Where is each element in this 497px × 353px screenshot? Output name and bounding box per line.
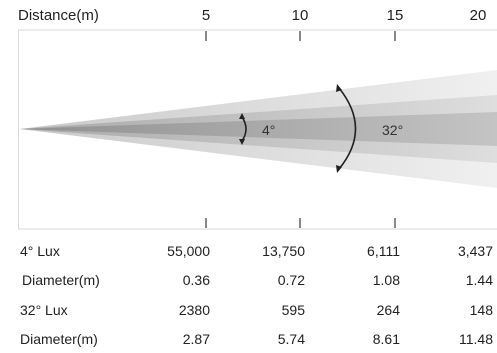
distance-axis-label: Distance(m)	[18, 7, 99, 24]
distance-tick-15: 15	[386, 7, 404, 24]
row-label: 4° Lux	[20, 243, 60, 259]
table-cell: 5.74	[277, 331, 305, 347]
table-cell: 6,111	[367, 243, 400, 259]
wide-angle-arc	[338, 87, 357, 170]
wide-arrow-bottom	[336, 165, 342, 173]
table-cell: 0.72	[277, 272, 305, 288]
table-cell: 55,000	[167, 243, 210, 259]
table-cell: 0.36	[182, 272, 210, 288]
diameter-4-row: Diameter(m) 0.36 0.72 1.08 1.44	[0, 272, 497, 294]
table-cell: 2380	[178, 302, 210, 318]
table-cell: 1.08	[372, 272, 400, 288]
beam-narrow-cone	[20, 112, 497, 146]
lux-4-row: 4° Lux 55,000 13,750 6,111 3,437	[0, 243, 497, 265]
table-cell: 11.48	[459, 331, 493, 347]
narrow-arrow-top	[239, 113, 245, 119]
narrow-arrow-bottom	[239, 139, 245, 145]
wide-arrow-top	[336, 84, 342, 92]
table-cell: 2.87	[182, 331, 210, 347]
table-cell: 148	[469, 302, 493, 318]
table-cell: 13,750	[262, 243, 305, 259]
distance-tick-10: 10	[291, 7, 309, 24]
wide-angle-label: 32°	[382, 122, 404, 138]
row-label: Diameter(m)	[22, 272, 100, 288]
distance-tick-5: 5	[201, 7, 211, 24]
narrow-angle-arc	[241, 116, 247, 142]
table-cell: 8.61	[372, 331, 400, 347]
diameter-32-row: Diameter(m) 2.87 5.74 8.61 11.48	[0, 331, 497, 353]
row-label: Diameter(m)	[20, 331, 98, 347]
distance-tick-20: 20	[469, 7, 487, 24]
narrow-angle-label: 4°	[262, 122, 276, 138]
table-cell: 595	[281, 302, 305, 318]
table-cell: 264	[376, 302, 400, 318]
table-cell: 1.44	[465, 272, 493, 288]
table-cell: 3,437	[457, 243, 493, 259]
lux-32-row: 32° Lux 2380 595 264 148	[0, 302, 497, 324]
row-label: 32° Lux	[20, 302, 68, 318]
